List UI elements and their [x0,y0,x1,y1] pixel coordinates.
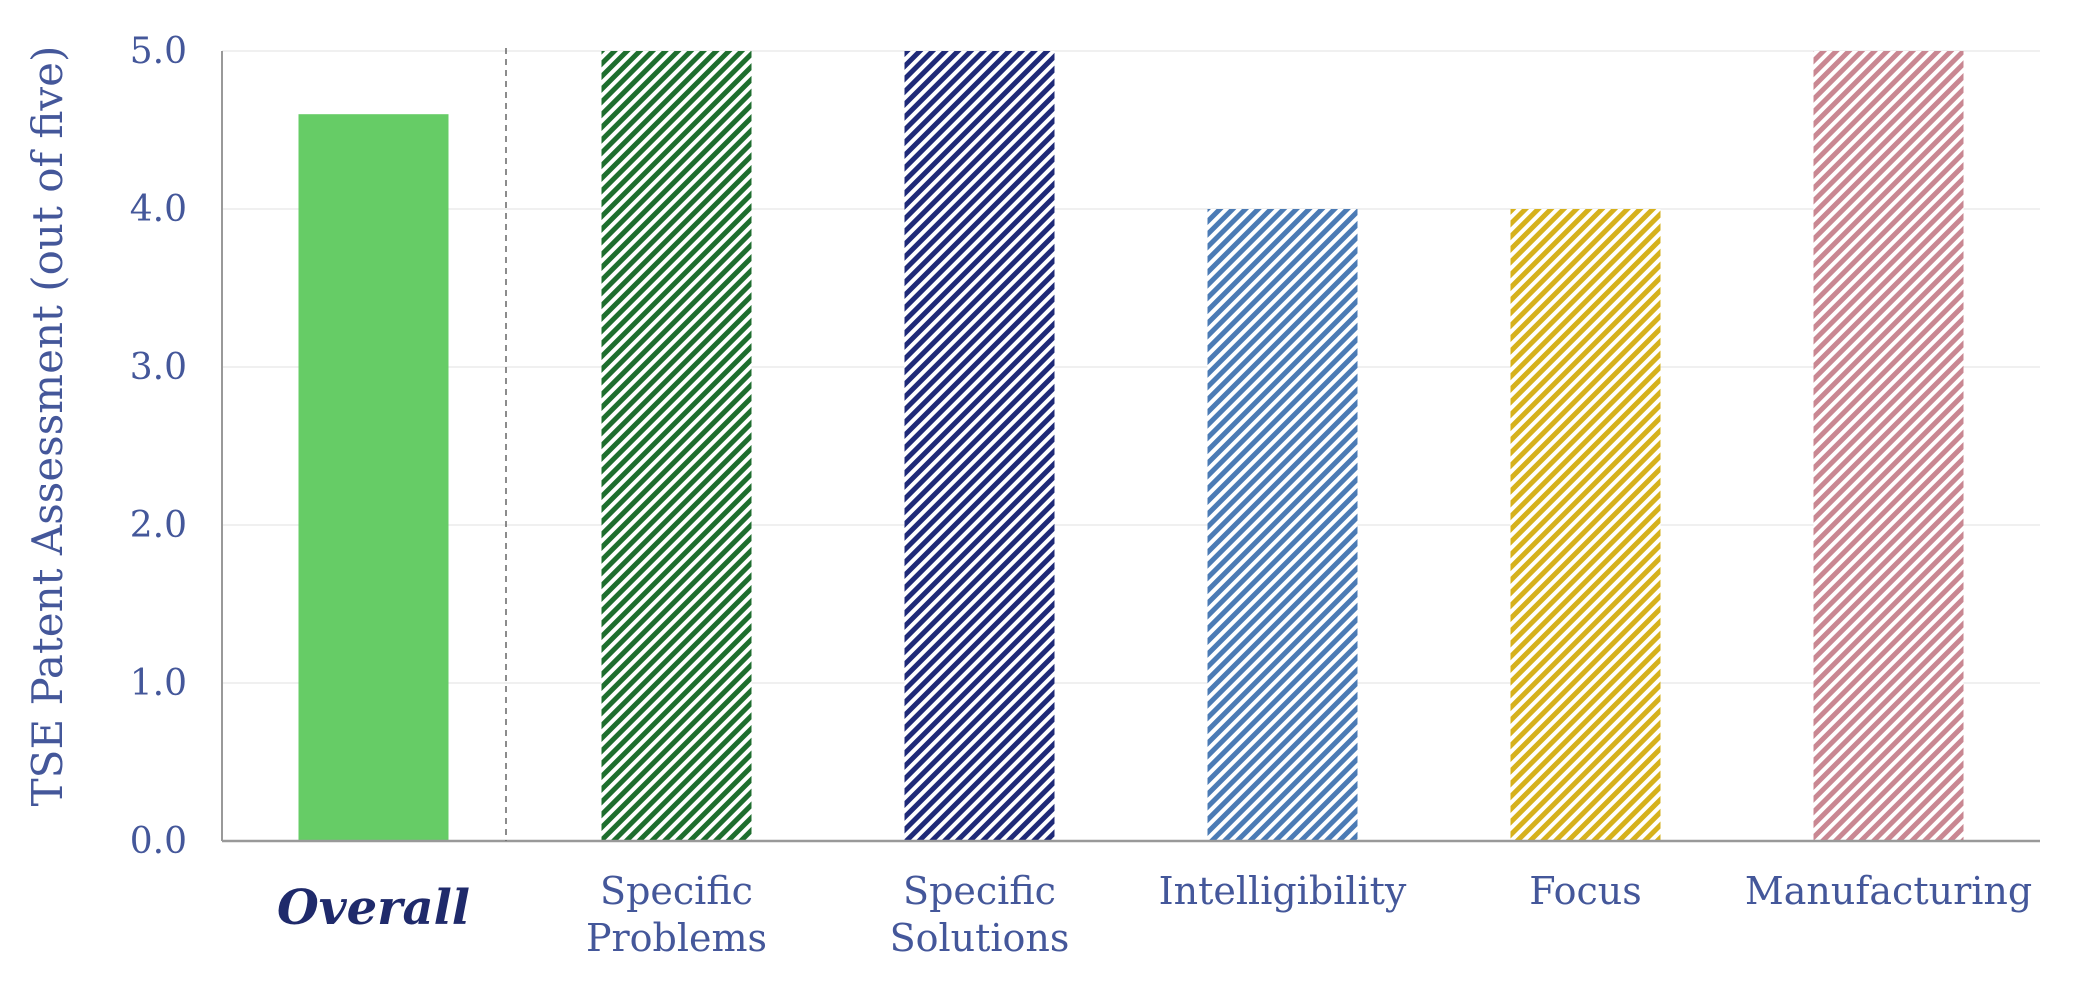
axes [221,48,2040,843]
y-axis-title: TSE Patent Assessment (out of five) [23,46,72,807]
x-category-label-line: Specific [600,869,753,913]
x-category-label: Specific Problems [586,869,767,960]
bar [1510,209,1661,841]
bars [298,51,1964,841]
x-category-label: Specific Solutions [890,869,1070,960]
bar [298,114,449,841]
y-tick-label: 2.0 [130,505,187,546]
bar [1207,209,1358,841]
x-category-label-line: Focus [1529,869,1641,913]
x-category-label-line: Manufacturing [1745,869,2032,913]
bar [904,51,1055,841]
x-category-label: Focus [1529,869,1641,913]
y-tick-label: 3.0 [130,347,187,388]
x-category-label-line: Solutions [890,916,1070,960]
x-category-label: Overall [277,880,470,936]
x-category-label-line: Problems [586,916,767,960]
x-category-label-line: Intelligibility [1159,869,1407,913]
x-category-label: Manufacturing [1745,869,2032,913]
y-tick-label: 1.0 [130,663,187,704]
y-tick-label: 5.0 [130,31,187,72]
y-tick-labels: 0.0 1.0 2.0 3.0 4.0 5.0 [130,31,187,862]
x-category-label-line: Specific [903,869,1056,913]
bar [601,51,752,841]
bar [1813,51,1964,841]
x-category-label-line: Overall [277,880,470,936]
y-tick-label: 0.0 [130,821,187,862]
y-tick-label: 4.0 [130,189,187,230]
gridlines [222,50,2040,684]
x-category-label: Intelligibility [1159,869,1407,913]
